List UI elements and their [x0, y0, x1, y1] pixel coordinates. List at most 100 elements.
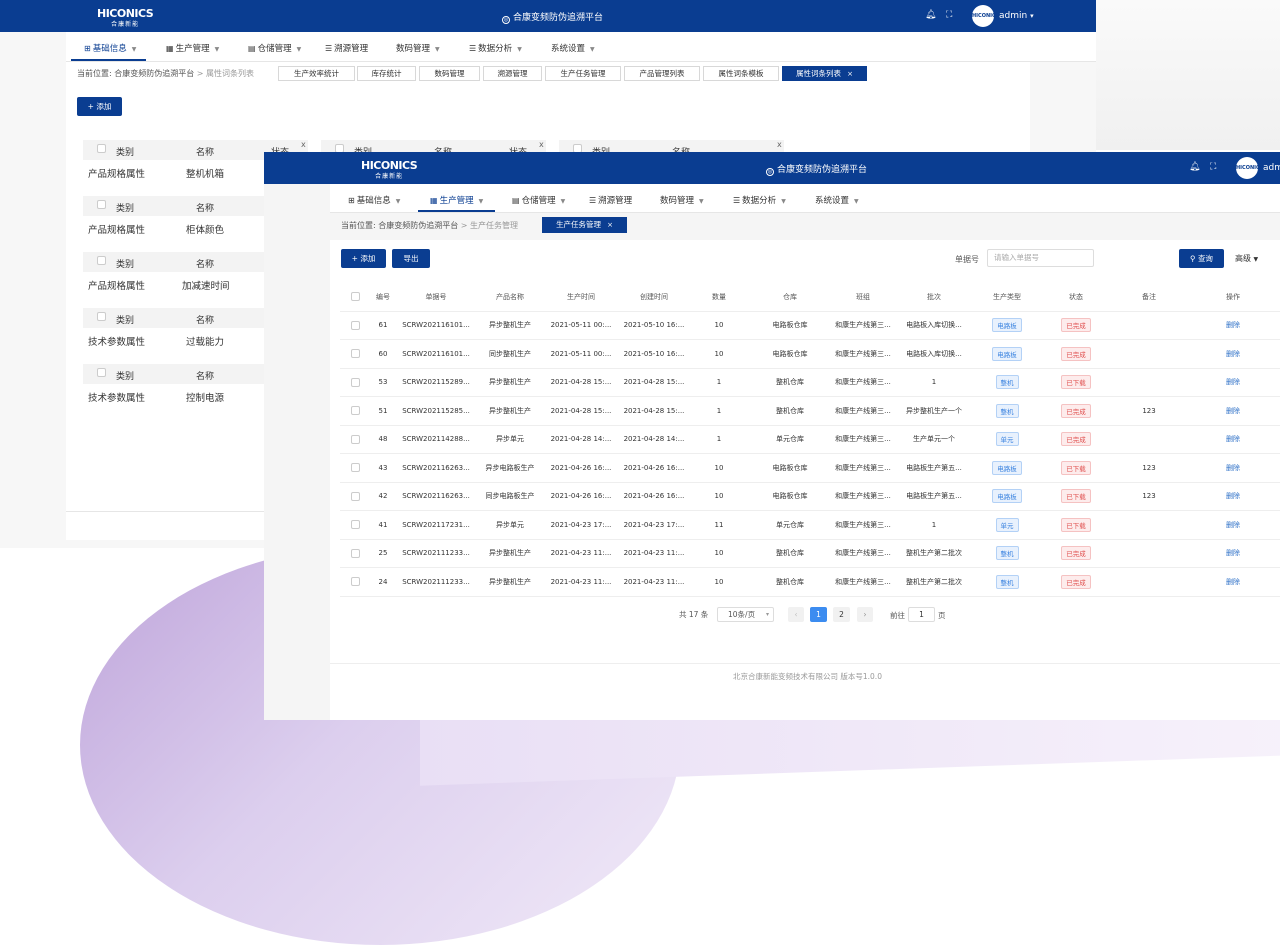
tab-attr-template[interactable]: 属性词条模板 [703, 66, 779, 81]
row-checkbox[interactable] [340, 339, 370, 369]
delete-link[interactable]: 删除 [1226, 435, 1240, 444]
cell-warehouse: 整机仓库 [748, 567, 832, 597]
nav-item-analytics[interactable]: ☰ 数据分析 ▼ [733, 194, 786, 206]
row-checkbox[interactable] [340, 311, 370, 340]
cell-product: 同步整机生产 [476, 339, 544, 369]
column-header: 状态 [1040, 283, 1112, 312]
delete-link[interactable]: 删除 [1226, 520, 1240, 529]
row-checkbox[interactable] [340, 368, 370, 397]
delete-link[interactable]: 删除 [1226, 378, 1240, 387]
nav-item-code[interactable]: 数码管理 ▼ [396, 42, 440, 54]
cell-text: 异步单元 [496, 520, 524, 529]
tab-efficiency[interactable]: 生产效率统计 [278, 66, 355, 81]
select-all-checkbox[interactable] [340, 283, 370, 312]
card-name: 柜体颜色 [186, 225, 225, 236]
tab-trace[interactable]: 溯源管理 [483, 66, 542, 81]
delete-link[interactable]: 删除 [1226, 492, 1240, 501]
delete-link[interactable]: 删除 [1226, 549, 1240, 558]
cell-text: 2021-04-28 15:... [550, 406, 612, 415]
breadcrumb-root[interactable]: 合康变频防伪追溯平台 [114, 69, 195, 78]
cell-text: 电路板仓库 [772, 492, 808, 501]
nav-item-trace[interactable]: ☰ 溯源管理 [325, 42, 368, 54]
delete-link[interactable]: 删除 [1226, 463, 1240, 472]
tab-inventory[interactable]: 库存统计 [357, 66, 416, 81]
tab-production-task[interactable]: 生产任务管理 × [542, 217, 627, 233]
avatar[interactable]: HICONICS [972, 5, 999, 27]
row-checkbox[interactable] [340, 510, 370, 540]
cell-qty: 11 [690, 510, 748, 540]
breadcrumb: 当前位置: 合康变频防伪追溯平台 > 生产任务管理 [341, 220, 518, 231]
bell-icon[interactable]: 🔔︎ [1189, 162, 1201, 172]
close-icon[interactable]: × [847, 70, 853, 78]
nav-item-production[interactable]: ▦ 生产管理 ▼ [166, 42, 219, 54]
row-checkbox[interactable] [340, 396, 370, 426]
chevron-down-icon: ▾ [765, 611, 769, 618]
tab-label: 生产任务管理 [556, 220, 602, 229]
column-header: 产品名称 [476, 283, 544, 312]
tab-product-list[interactable]: 产品管理列表 [624, 66, 700, 81]
avatar[interactable]: HICONICS [1236, 157, 1263, 179]
prev-page-button[interactable]: ‹ [788, 607, 804, 622]
delete-link[interactable]: 删除 [1226, 349, 1240, 358]
tab-code[interactable]: 数码管理 [419, 66, 480, 81]
column-header: 批次 [894, 283, 974, 312]
nav-item-production[interactable]: ▦ 生产管理 ▼ [430, 194, 483, 206]
search-input[interactable]: 请输入单据号 [987, 249, 1094, 267]
bell-icon[interactable]: 🔔︎ [925, 10, 937, 20]
tab-attr-list[interactable]: 属性词条列表 × [782, 66, 867, 81]
cell-text: 电路板仓库 [772, 321, 808, 330]
card-category: 技术参数属性 [88, 337, 146, 348]
goto-page-input[interactable]: 1 [908, 607, 935, 622]
page-button[interactable]: 2 [833, 607, 850, 622]
breadcrumb-root[interactable]: 合康变频防伪追溯平台 [378, 221, 459, 230]
export-button[interactable]: 导出 [392, 249, 430, 268]
column-header: 班组 [832, 283, 894, 312]
add-button[interactable]: + 添加 [77, 97, 122, 116]
row-checkbox[interactable] [340, 482, 370, 511]
nav-item-code[interactable]: 数码管理 ▼ [660, 194, 704, 206]
cell-status: 已下载 [1040, 510, 1112, 540]
nav-item-trace[interactable]: ☰ 溯源管理 [589, 194, 632, 206]
nav-item-warehouse[interactable]: ▤ 仓储管理 ▼ [512, 194, 565, 206]
nav-item-warehouse[interactable]: ▤ 仓储管理 ▼ [248, 42, 301, 54]
row-checkbox[interactable] [340, 453, 370, 483]
page-button[interactable]: 1 [810, 607, 827, 622]
close-icon[interactable]: x [539, 140, 544, 149]
checkbox[interactable] [97, 368, 106, 378]
fullscreen-icon[interactable]: ⛶ [1210, 162, 1217, 172]
close-icon[interactable]: × [607, 221, 613, 229]
cell-warehouse: 单元仓库 [748, 425, 832, 454]
nav-item-basic-info[interactable]: ⊞ 基础信息 ▼ [348, 194, 400, 206]
close-icon[interactable]: x [301, 140, 306, 149]
nav-item-basic-info[interactable]: ⊞ 基础信息 ▼ [84, 42, 136, 54]
chevron-down-icon: ▼ [296, 46, 302, 53]
checkbox[interactable] [97, 144, 106, 154]
card-header-category: 类别 [116, 372, 135, 382]
checkbox[interactable] [97, 200, 106, 210]
row-checkbox[interactable] [340, 425, 370, 454]
fullscreen-icon[interactable]: ⛶ [946, 10, 953, 20]
next-page-button[interactable]: › [857, 607, 873, 622]
cell-created: 2021-04-28 15:... [618, 368, 690, 397]
row-checkbox[interactable] [340, 567, 370, 597]
nav-item-settings[interactable]: 系统设置 ▼ [551, 42, 595, 54]
cell-text: SCRW202111233... [402, 549, 470, 558]
user-menu[interactable]: admin ▾ [999, 11, 1034, 21]
chevron-down-icon: ▼ [517, 46, 522, 53]
advanced-toggle[interactable]: 高级 ▼ [1235, 253, 1258, 264]
nav-item-settings[interactable]: 系统设置 ▼ [815, 194, 859, 206]
checkbox[interactable] [97, 312, 106, 322]
delete-link[interactable]: 删除 [1226, 406, 1240, 415]
checkbox[interactable] [97, 256, 106, 266]
page-size-select[interactable]: 10条/页 ▾ [717, 607, 774, 622]
row-checkbox[interactable] [340, 539, 370, 568]
query-button[interactable]: ⚲ 查询 [1179, 249, 1224, 268]
close-icon[interactable]: x [777, 140, 782, 149]
tab-production-task[interactable]: 生产任务管理 [545, 66, 621, 81]
user-menu[interactable]: admin [1263, 163, 1280, 173]
search-label: 单据号 [955, 254, 979, 265]
add-button[interactable]: + 添加 [341, 249, 386, 268]
delete-link[interactable]: 删除 [1226, 577, 1240, 586]
delete-link[interactable]: 删除 [1226, 321, 1240, 330]
nav-item-analytics[interactable]: ☰ 数据分析 ▼ [469, 42, 522, 54]
